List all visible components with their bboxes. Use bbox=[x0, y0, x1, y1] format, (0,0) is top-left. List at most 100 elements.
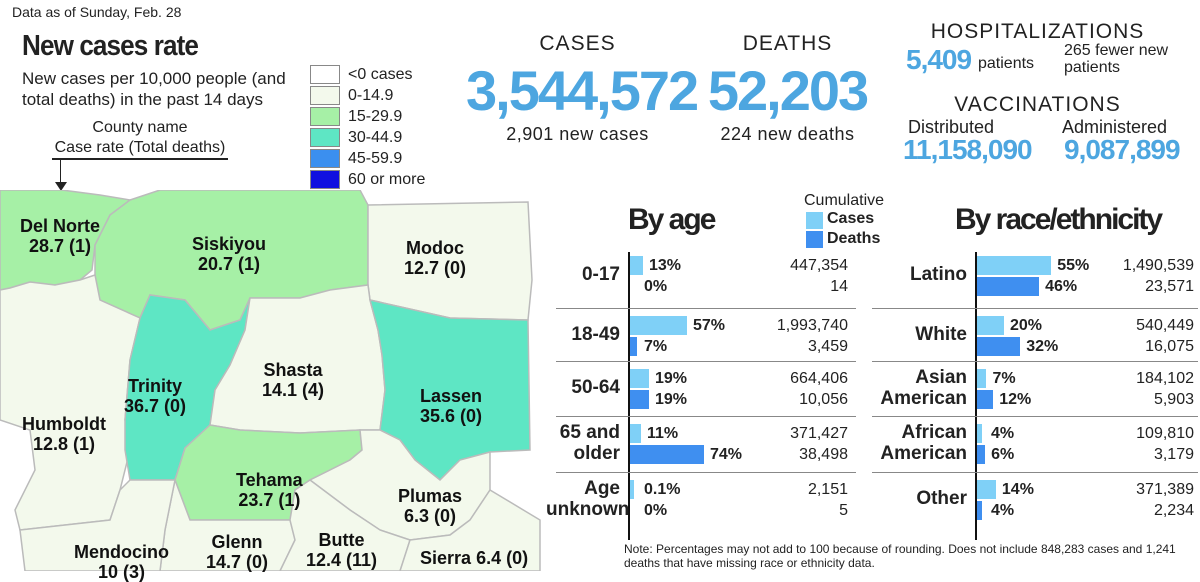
age-category-label: Age unknown bbox=[546, 478, 630, 520]
age-cases-count: 371,427 bbox=[790, 425, 848, 442]
legend-swatch bbox=[310, 65, 340, 84]
age-cases-pct: 11% bbox=[647, 425, 679, 442]
race-deaths-bar bbox=[977, 445, 986, 464]
age-cases-pct: 13% bbox=[649, 257, 682, 274]
age-deaths-bar bbox=[630, 445, 704, 464]
race-axis-line bbox=[975, 252, 977, 540]
legend-cases-swatch bbox=[806, 212, 823, 229]
race-row-divider bbox=[872, 416, 1198, 417]
race-cases-bar bbox=[977, 256, 1052, 275]
race-deaths-count: 3,179 bbox=[1153, 446, 1194, 463]
key-arrow-line bbox=[60, 160, 61, 185]
age-row-divider bbox=[556, 416, 856, 417]
race-row-divider bbox=[872, 308, 1198, 309]
race-deaths-bar bbox=[977, 390, 994, 409]
vacc-distributed-label: Distributed bbox=[908, 117, 995, 137]
legend-item: 15-29.9 bbox=[310, 106, 425, 127]
map-subtitle: New cases per 10,000 people (and total d… bbox=[22, 69, 286, 109]
age-cases-pct: 19% bbox=[655, 370, 688, 387]
race-cases-pct: 7% bbox=[992, 370, 1016, 387]
race-deaths-pct: 12% bbox=[999, 391, 1032, 408]
age-deaths-pct: 0% bbox=[644, 502, 668, 519]
map-title: New cases rate bbox=[22, 30, 199, 62]
footnote: Note: Percentages may not add to 100 bec… bbox=[624, 542, 1176, 570]
race-cases-pct: 55% bbox=[1057, 257, 1090, 274]
age-cases-pct: 57% bbox=[693, 317, 726, 334]
age-cases-bar bbox=[630, 424, 641, 443]
county-label-lassen: Lassen 35.6 (0) bbox=[420, 386, 483, 426]
age-deaths-pct: 19% bbox=[655, 391, 688, 408]
legend-swatch bbox=[310, 149, 340, 168]
legend-item: <0 cases bbox=[310, 64, 425, 85]
race-cases-count: 184,102 bbox=[1136, 370, 1194, 387]
race-deaths-pct: 4% bbox=[991, 502, 1015, 519]
deaths-new: 224 new deaths bbox=[720, 124, 855, 144]
race-deaths-bar bbox=[977, 337, 1021, 356]
county-label-sierra: Sierra 6.4 (0) bbox=[420, 548, 529, 568]
age-category-label: 0-17 bbox=[581, 264, 620, 285]
legend-swatch bbox=[310, 107, 340, 126]
county-label-mendocino: Mendocino 10 (3) bbox=[74, 542, 169, 582]
race-deaths-count: 5,903 bbox=[1153, 391, 1194, 408]
county-label-shasta: Shasta 14.1 (4) bbox=[262, 360, 325, 400]
cases-new: 2,901 new cases bbox=[506, 124, 649, 144]
age-cases-count: 2,151 bbox=[807, 481, 848, 498]
county-label-tehama: Tehama 23.7 (1) bbox=[236, 470, 303, 510]
vacc-administered-value: 9,087,899 bbox=[1064, 134, 1181, 165]
age-deaths-pct: 74% bbox=[710, 446, 743, 463]
vacc-administered-label: Administered bbox=[1062, 117, 1168, 137]
legend-label: <0 cases bbox=[348, 65, 413, 83]
legend-swatch bbox=[310, 170, 340, 189]
race-cases-pct: 4% bbox=[991, 425, 1015, 442]
county-label-modoc: Modoc 12.7 (0) bbox=[404, 238, 467, 278]
county-label-humboldt: Humboldt 12.8 (1) bbox=[22, 414, 106, 454]
age-row-divider bbox=[556, 472, 856, 473]
age-cases-pct: 0.1% bbox=[644, 481, 681, 498]
key-arrow-icon bbox=[55, 182, 67, 191]
age-deaths-pct: 0% bbox=[644, 278, 668, 295]
race-deaths-bar bbox=[977, 277, 1040, 296]
age-deaths-count: 5 bbox=[839, 502, 848, 519]
age-cases-count: 664,406 bbox=[790, 370, 848, 387]
race-cases-count: 109,810 bbox=[1136, 425, 1194, 442]
race-cases-count: 371,389 bbox=[1136, 481, 1194, 498]
race-cases-pct: 14% bbox=[1001, 481, 1034, 498]
legend-label: 30-44.9 bbox=[348, 128, 403, 146]
vaccinations-label: VACCINATIONS bbox=[954, 93, 1121, 116]
county-label-butte: Butte 12.4 (11) bbox=[306, 530, 378, 570]
county-map-svg bbox=[0, 189, 541, 572]
race-cases-bar bbox=[977, 316, 1004, 335]
county-label-siskiyou: Siskiyou 20.7 (1) bbox=[192, 234, 267, 274]
legend-label: 15-29.9 bbox=[348, 107, 403, 125]
hospitalizations-label: HOSPITALIZATIONS bbox=[930, 20, 1145, 43]
age-deaths-count: 10,056 bbox=[799, 391, 848, 408]
race-deaths-count: 23,571 bbox=[1145, 278, 1194, 295]
deaths-label: DEATHS bbox=[742, 32, 833, 55]
map-key: County name Case rate (Total deaths) bbox=[52, 118, 228, 160]
county-label-del-norte: Del Norte 28.7 (1) bbox=[20, 216, 101, 256]
legend-item: 0-14.9 bbox=[310, 85, 425, 106]
age-cases-bar bbox=[630, 316, 687, 335]
hospitalizations-unit: patients bbox=[978, 55, 1035, 72]
legend-label: 0-14.9 bbox=[348, 86, 394, 104]
race-deaths-pct: 6% bbox=[991, 446, 1015, 463]
age-row-divider bbox=[556, 308, 856, 309]
legend-label: 60 or more bbox=[348, 170, 426, 188]
age-deaths-pct: 7% bbox=[644, 338, 668, 355]
race-category-label: Asian American bbox=[880, 367, 967, 409]
age-deaths-count: 14 bbox=[830, 278, 848, 295]
race-chart-title: By race/ethnicity bbox=[955, 203, 1163, 236]
age-category-label: 50-64 bbox=[571, 377, 620, 398]
county-label-plumas: Plumas 6.3 (0) bbox=[398, 486, 463, 526]
race-category-label: Latino bbox=[910, 264, 967, 285]
race-cases-bar bbox=[977, 480, 996, 499]
dateline: Data as of Sunday, Feb. 28 bbox=[12, 4, 182, 20]
legend-swatch bbox=[310, 128, 340, 147]
race-deaths-pct: 46% bbox=[1045, 278, 1078, 295]
hospitalizations-change: 265 fewer new patients bbox=[1064, 42, 1169, 76]
race-category-label: Other bbox=[916, 488, 967, 509]
race-deaths-count: 16,075 bbox=[1145, 338, 1194, 355]
race-category-label: African American bbox=[880, 422, 967, 464]
breakdown-legend-title: Cumulative bbox=[804, 192, 885, 209]
deaths-total: 52,203 bbox=[707, 59, 869, 122]
